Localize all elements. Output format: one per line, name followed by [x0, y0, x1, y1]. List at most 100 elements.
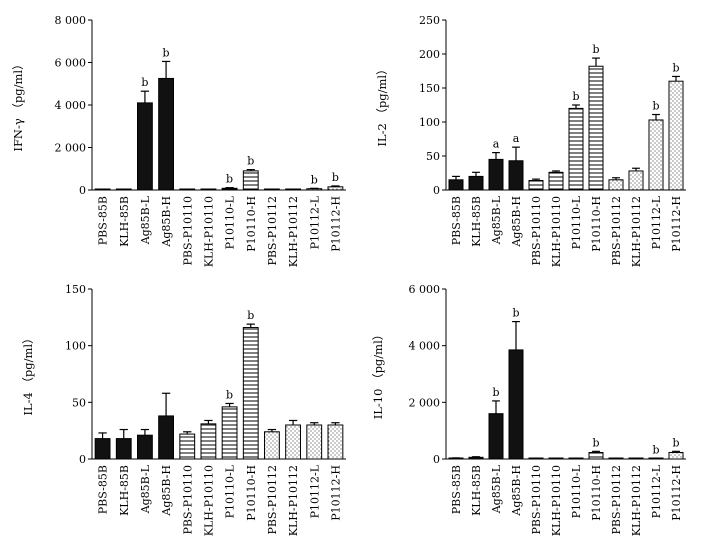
il2-chart: 0 50 100 150 200 250 IL-2 （pg/ml） PBS-85B KLH-85… — [375, 14, 686, 267]
category-label: P10112-H — [670, 196, 683, 252]
category-label: KLH-P10110 — [202, 465, 215, 536]
il4-chart: 0 50 100 150 IL-4 （pg/ml） PBS-85B KLH-85B Ag85B… — [21, 283, 346, 536]
category-label: KLH-P10110 — [202, 196, 215, 267]
significance-letter: b — [332, 171, 339, 184]
y-tick-label: 200 — [419, 48, 440, 61]
category-label: KLH-85B — [118, 465, 131, 516]
category-label: P10110-L — [224, 195, 237, 249]
significance-letter: b — [247, 155, 254, 168]
significance-letter: a — [513, 132, 520, 145]
category-label: PBS-85B — [450, 196, 463, 245]
category-label: PBS-P10110 — [181, 465, 194, 535]
significance-letter: b — [226, 173, 233, 186]
category-label: P10110-L — [570, 464, 583, 518]
bar-p10112-h — [668, 451, 684, 460]
bar-p10112-l — [306, 424, 323, 460]
bar-ag85b-h — [508, 160, 524, 191]
significance-letter: a — [493, 138, 500, 151]
significance-letter: b — [512, 307, 519, 320]
y-tick-label: 150 — [65, 283, 86, 296]
bar-ag85b-h — [508, 349, 524, 460]
bar-klh-85b — [115, 438, 132, 460]
bar-pbs-p10112 — [264, 188, 280, 191]
bar-pbs-p10112 — [608, 179, 624, 191]
y-tick-label: 250 — [419, 14, 440, 27]
category-label: P10110-H — [590, 196, 603, 252]
bar-klh-p10112 — [285, 188, 301, 191]
category-label: KLH-P10110 — [550, 196, 563, 267]
category-label: Ag85B-H — [510, 196, 523, 248]
category-label: P10110-L — [224, 464, 237, 518]
bar-pbs-p10110 — [179, 188, 196, 191]
significance-letter: b — [141, 76, 148, 89]
bar-ag85b-l — [137, 102, 153, 191]
category-label: P10110-H — [245, 465, 258, 521]
significance-letter: b — [311, 173, 318, 186]
bar-pbs-85b — [448, 179, 464, 191]
y-tick-label: 0 — [433, 453, 440, 466]
y-tick-label: 50 — [72, 396, 86, 409]
bar-klh-85b — [115, 188, 132, 191]
significance-letter: b — [226, 388, 233, 401]
category-label: P10112-L — [650, 464, 663, 518]
significance-letter: b — [672, 61, 679, 74]
bar-p10110-l — [568, 107, 584, 191]
category-label: PBS-85B — [97, 465, 110, 514]
bar-p10110-l — [221, 187, 238, 191]
category-label: PBS-P10110 — [181, 196, 194, 266]
bar-ag85b-h — [158, 415, 174, 460]
y-tick-label: 0 — [79, 184, 86, 197]
bar-klh-p10110 — [200, 188, 217, 191]
y-tick-label: 0 — [433, 184, 440, 197]
category-label: KLH-85B — [118, 196, 131, 247]
category-label: PBS-P10112 — [266, 465, 279, 535]
bar-p10110-h — [242, 170, 259, 191]
significance-letter: b — [163, 46, 170, 59]
y-tick-label: 150 — [419, 82, 440, 95]
bar-ag85b-h — [158, 77, 174, 191]
bar-p10110-l — [221, 406, 238, 460]
category-label: P10112-H — [670, 465, 683, 521]
category-label: P10110-L — [570, 195, 583, 249]
bar-p10110-h — [588, 65, 604, 191]
bar-pbs-p10110 — [528, 179, 544, 191]
category-label: KLH-P10112 — [287, 465, 300, 536]
y-tick-label: 2 000 — [55, 142, 87, 155]
category-label: P10112-L — [308, 195, 321, 249]
category-label: PBS-P10110 — [530, 196, 543, 266]
category-label: Ag85B-H — [160, 196, 173, 248]
category-label: P10112-L — [650, 195, 663, 249]
bar-klh-85b — [468, 175, 484, 191]
category-label: P10112-H — [329, 465, 342, 521]
category-label: KLH-P10112 — [630, 465, 643, 536]
y-tick-label: 4 000 — [55, 99, 87, 112]
y-tick-label: 100 — [419, 116, 440, 129]
category-label: PBS-P10110 — [530, 465, 543, 535]
bar-ag85b-l — [488, 158, 504, 191]
category-label: KLH-P10110 — [550, 465, 563, 536]
y-tick-label: 2 000 — [409, 396, 441, 409]
bar-p10110-h — [242, 327, 259, 460]
category-label: PBS-85B — [450, 465, 463, 514]
significance-letter: b — [247, 309, 254, 322]
bar-p10112-h — [327, 424, 344, 460]
il10-chart: 0 2 000 4 000 6 000 IL-10 （pg/ml） PBS-85B KLH-… — [371, 283, 686, 536]
significance-letter: b — [652, 443, 659, 456]
y-axis-title: IL-2 （pg/ml） — [375, 63, 389, 146]
y-axis-title: IL-10 （pg/ml） — [371, 329, 385, 420]
y-tick-label: 6 000 — [55, 57, 87, 70]
bar-klh-p10110 — [548, 171, 564, 191]
category-label: PBS-85B — [97, 196, 110, 245]
bar-p10110-h — [588, 451, 604, 460]
y-tick-label: 6 000 — [409, 283, 441, 296]
y-tick-label: 50 — [426, 150, 440, 163]
category-label: Ag85B-H — [510, 465, 523, 517]
bar-p10112-l — [648, 119, 664, 191]
bar-ag85b-l — [137, 434, 153, 460]
category-label: Ag85B-L — [139, 464, 152, 514]
category-label: KLH-P10112 — [287, 196, 300, 267]
y-tick-label: 0 — [79, 453, 86, 466]
bar-pbs-85b — [94, 438, 111, 460]
category-label: P10110-H — [590, 465, 603, 521]
